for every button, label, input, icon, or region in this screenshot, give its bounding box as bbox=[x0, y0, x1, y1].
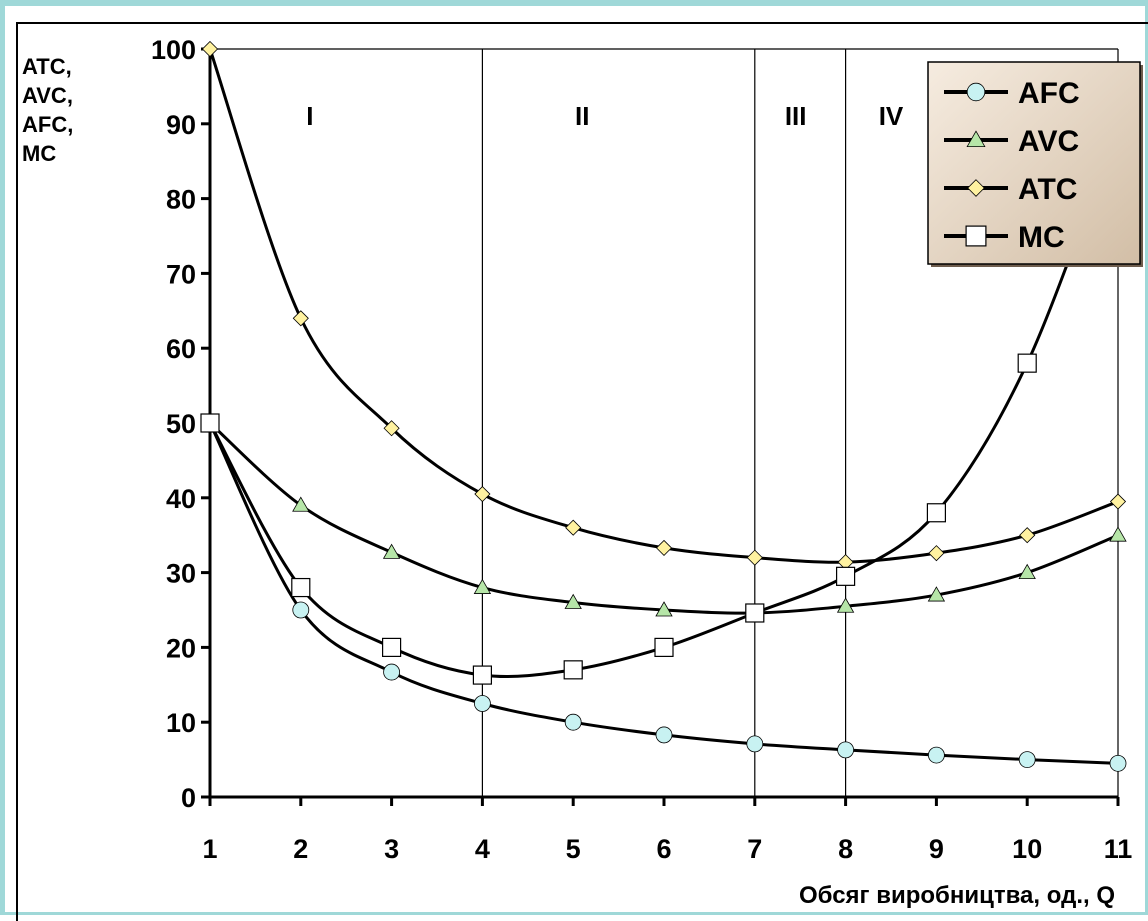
chart-inner-border bbox=[16, 22, 1148, 921]
point-mc bbox=[926, 503, 947, 523]
point-afc bbox=[746, 735, 764, 753]
x-tick-label: 6 bbox=[656, 834, 671, 864]
zone-label: III bbox=[785, 101, 807, 131]
legend: AFC AVC ATC MC bbox=[927, 61, 1143, 267]
y-tick-label: 20 bbox=[166, 633, 196, 663]
legend-item-afc: AFC bbox=[944, 77, 1080, 110]
point-afc bbox=[292, 601, 310, 619]
y-tick-label: 100 bbox=[151, 35, 196, 65]
point-mc bbox=[563, 660, 583, 680]
point-afc bbox=[928, 746, 945, 764]
series-mc bbox=[200, 114, 1128, 685]
point-mc bbox=[382, 637, 402, 658]
point-mc bbox=[1017, 353, 1037, 373]
x-tick-label: 4 bbox=[475, 834, 490, 864]
point-afc bbox=[1018, 751, 1036, 768]
zone-boundary-lines bbox=[481, 49, 847, 797]
series-line-atc bbox=[208, 48, 1119, 564]
series-atc bbox=[201, 40, 1127, 571]
point-afc bbox=[564, 713, 582, 731]
y-tick-label: 10 bbox=[166, 708, 196, 738]
zone-label: IV bbox=[879, 101, 904, 131]
y-tick-label: 50 bbox=[166, 409, 196, 439]
point-atc bbox=[1109, 493, 1127, 510]
point-mc bbox=[291, 577, 311, 598]
legend-item-avc: AVC bbox=[944, 125, 1079, 158]
legend-marker-mc bbox=[965, 225, 987, 247]
y-tick-label: 0 bbox=[181, 783, 196, 813]
x-tick-label: 2 bbox=[293, 834, 308, 864]
point-afc bbox=[383, 663, 401, 681]
point-mc bbox=[745, 603, 765, 623]
point-avc bbox=[473, 578, 492, 594]
zone-label: I bbox=[306, 101, 313, 131]
point-afc bbox=[837, 741, 854, 759]
x-axis-label: Обсяг виробництва, од., Q bbox=[799, 882, 1115, 909]
x-tick-label: 5 bbox=[566, 834, 581, 864]
series-line-afc bbox=[208, 422, 1119, 765]
x-tick-label: 1 bbox=[202, 834, 217, 864]
series-group bbox=[200, 40, 1128, 772]
y-axis-label-line: AVC, bbox=[22, 83, 73, 108]
legend-label-avc: AVC bbox=[1018, 125, 1079, 158]
legend-item-mc: MC bbox=[944, 221, 1065, 254]
x-tick-label: 8 bbox=[838, 834, 853, 864]
y-tick-label: 30 bbox=[166, 559, 196, 589]
point-avc bbox=[292, 496, 310, 512]
y-tick-label: 40 bbox=[166, 484, 196, 514]
point-avc bbox=[1109, 526, 1127, 542]
legend-marker-atc bbox=[967, 179, 985, 197]
y-axis-label-line: MC bbox=[22, 141, 56, 166]
point-mc bbox=[200, 413, 220, 433]
legend-label-afc: AFC bbox=[1018, 77, 1080, 110]
y-tick-label: 90 bbox=[166, 110, 196, 140]
x-tick-label: 9 bbox=[929, 834, 944, 864]
y-tick-label: 70 bbox=[166, 259, 196, 289]
point-avc bbox=[382, 543, 401, 559]
point-mc bbox=[835, 566, 856, 586]
x-tick-label: 7 bbox=[747, 834, 762, 864]
point-avc bbox=[1018, 563, 1036, 579]
point-atc bbox=[383, 420, 400, 437]
legend-box bbox=[927, 61, 1141, 265]
point-afc bbox=[473, 695, 491, 712]
point-mc bbox=[654, 637, 674, 658]
point-atc bbox=[201, 40, 219, 58]
point-atc bbox=[655, 539, 673, 556]
y-tick-label: 80 bbox=[166, 185, 196, 215]
point-atc bbox=[474, 485, 491, 503]
point-afc bbox=[655, 726, 673, 744]
point-avc bbox=[927, 586, 946, 602]
y-axis-label-line: AFC, bbox=[22, 112, 73, 137]
series-afc bbox=[201, 414, 1127, 772]
legend-marker-afc bbox=[966, 82, 986, 102]
point-avc bbox=[655, 601, 673, 617]
zone-label: II bbox=[575, 101, 589, 131]
x-tick-label: 11 bbox=[1104, 834, 1133, 864]
legend-label-atc: ATC bbox=[1018, 173, 1077, 206]
point-afc bbox=[1109, 754, 1127, 772]
legend-item-atc: ATC bbox=[944, 173, 1077, 206]
series-line-mc bbox=[208, 123, 1120, 678]
point-atc bbox=[928, 545, 945, 562]
point-mc bbox=[472, 665, 492, 685]
point-atc bbox=[565, 519, 582, 536]
y-axis-label-line: ATC, bbox=[22, 54, 72, 79]
legend-marker-avc bbox=[966, 130, 986, 148]
x-tick-label: 10 bbox=[1012, 834, 1042, 864]
point-atc bbox=[292, 310, 309, 327]
y-tick-label: 60 bbox=[166, 334, 196, 364]
legend-label-mc: MC bbox=[1018, 221, 1065, 254]
point-atc bbox=[1019, 527, 1036, 544]
chart-labels: 0 10 20 30 40 50 60 70 80 90 100 1 2 3 4 5 6 7 8 9 10 11 ATC, A… bbox=[22, 35, 1132, 909]
series-avc bbox=[201, 414, 1127, 620]
point-avc bbox=[564, 593, 582, 609]
point-atc bbox=[746, 549, 763, 566]
x-tick-label: 3 bbox=[384, 834, 399, 864]
point-avc bbox=[836, 597, 855, 613]
